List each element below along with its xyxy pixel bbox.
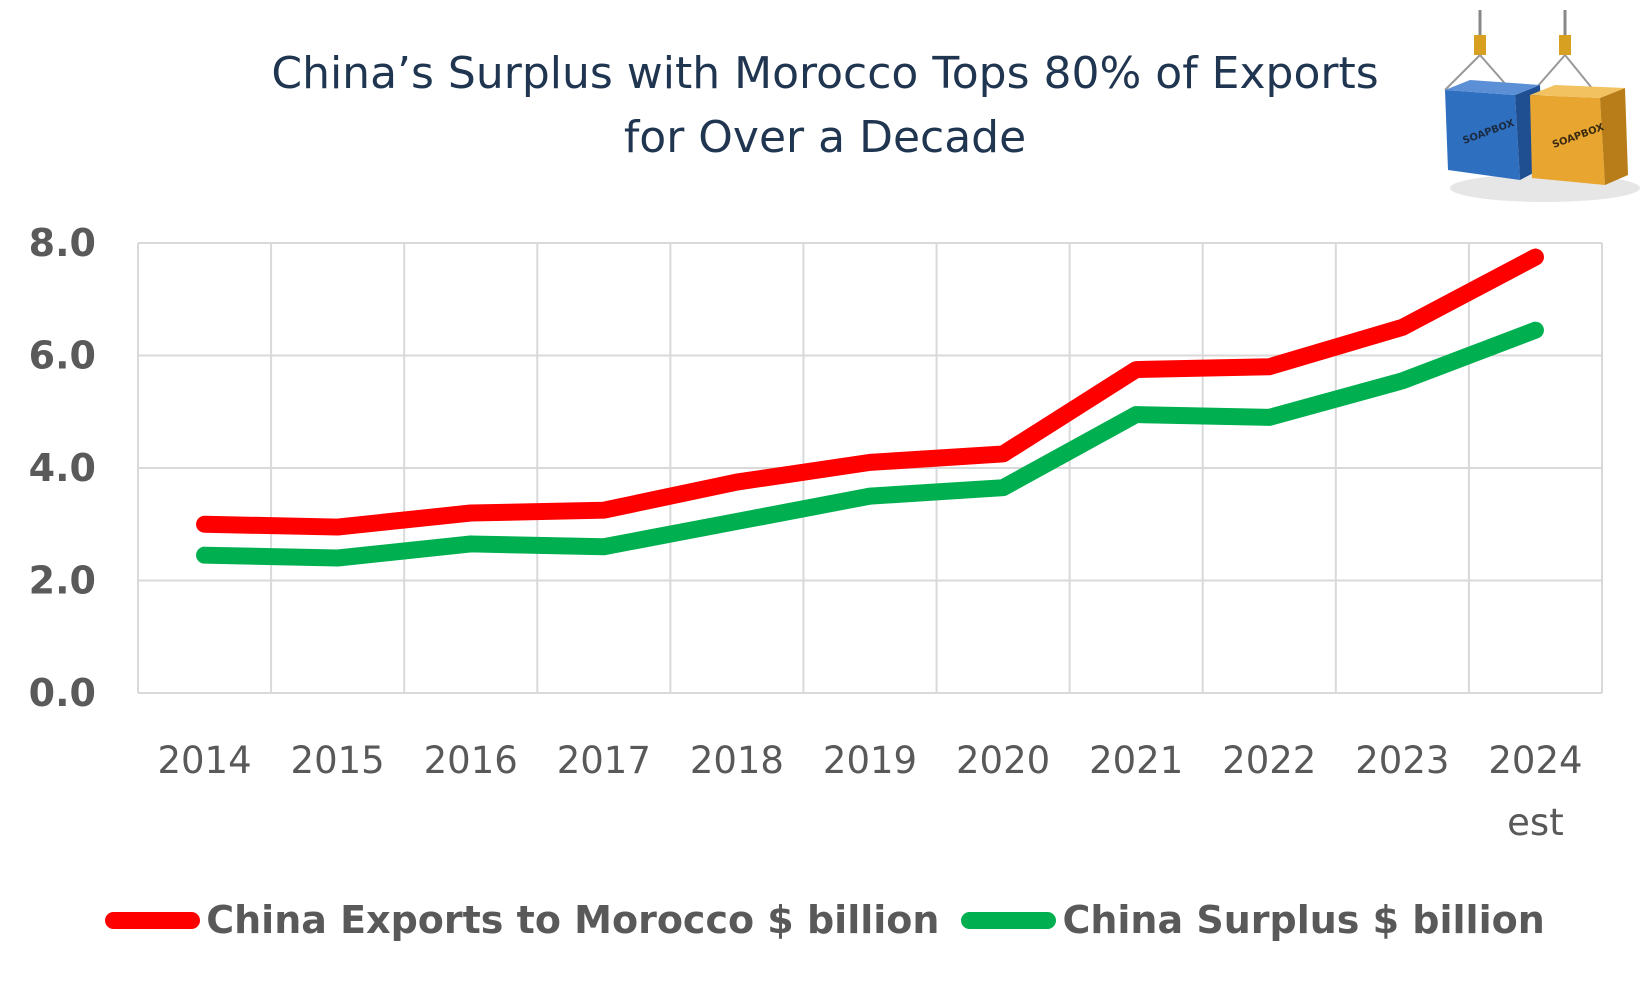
x-tick-label: 2020 — [956, 739, 1050, 782]
gridlines — [137, 242, 1603, 694]
x-tick-label: 2017 — [557, 739, 651, 782]
x-tick-label: 2019 — [823, 739, 917, 782]
series-line-0 — [196, 248, 1544, 536]
legend-item-exports: China Exports to Morocco $ billion — [105, 898, 939, 942]
x-tick-label: 2016 — [424, 739, 518, 782]
y-tick-label: 6.0 — [29, 334, 96, 378]
x-tick-label: 2018 — [690, 739, 784, 782]
soapbox-logo: SOAPBOX SOAPBOX — [1444, 10, 1640, 202]
x-tick-label: 2015 — [291, 739, 385, 782]
y-axis-ticks: 0.0 2.0 4.0 6.0 8.0 — [29, 221, 96, 715]
legend-swatch-exports — [105, 911, 201, 929]
x-tick-label: est — [1507, 801, 1564, 844]
y-tick-label: 0.0 — [29, 671, 96, 715]
chart-title-line-1: China’s Surplus with Morocco Tops 80% of… — [271, 48, 1379, 99]
legend-swatch-surplus — [961, 911, 1057, 929]
x-tick-label: 2021 — [1089, 739, 1183, 782]
chart-title: China’s Surplus with Morocco Tops 80% of… — [150, 42, 1500, 170]
x-tick-label: 2024 — [1488, 739, 1582, 782]
legend-label-surplus: China Surplus $ billion — [1062, 898, 1545, 942]
series-line-1 — [196, 321, 1544, 567]
x-tick-label: 2023 — [1355, 739, 1449, 782]
y-tick-label: 2.0 — [29, 559, 96, 603]
legend: China Exports to Morocco $ billion China… — [0, 890, 1650, 950]
series-lines — [196, 248, 1544, 567]
chart-title-line-2: for Over a Decade — [623, 112, 1027, 163]
legend-label-exports: China Exports to Morocco $ billion — [206, 898, 940, 942]
legend-item-surplus: China Surplus $ billion — [961, 898, 1545, 942]
y-tick-label: 4.0 — [29, 446, 96, 490]
y-tick-label: 8.0 — [29, 221, 96, 265]
x-axis-ticks: 2014 2015 2016 2017 2018 2019 2020 2021 2022 2023… — [157, 739, 1582, 844]
x-tick-label: 2014 — [157, 739, 251, 782]
x-tick-label: 2022 — [1222, 739, 1316, 782]
